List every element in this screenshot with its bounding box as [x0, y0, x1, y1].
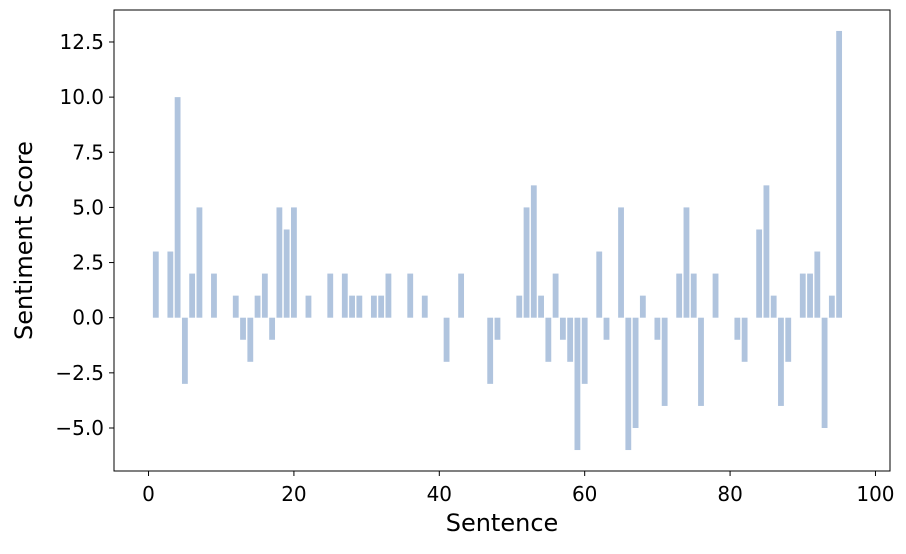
bar	[698, 317, 704, 406]
y-tick-label: 5.0	[72, 195, 104, 219]
bar	[603, 317, 610, 340]
bar	[261, 273, 268, 318]
bar	[181, 317, 188, 384]
x-axis-title: Sentence	[446, 509, 559, 537]
x-tick-label: 0	[142, 482, 155, 506]
bar	[174, 97, 181, 318]
y-tick-label: 10.0	[59, 85, 104, 109]
bar	[494, 317, 501, 340]
y-axis: −5.0 −2.5 0.0 2.5 5.0 7.5 10.0 12.5	[55, 30, 114, 440]
bar	[632, 317, 639, 428]
bar	[821, 317, 828, 428]
y-tick-label: 12.5	[59, 30, 104, 54]
x-tick-label: 100	[856, 482, 894, 506]
bar	[232, 295, 239, 318]
bar	[421, 295, 428, 318]
bar	[530, 185, 537, 318]
bar	[385, 273, 392, 318]
bar	[559, 317, 566, 340]
bar	[283, 229, 290, 318]
bar	[269, 317, 276, 340]
bar	[152, 251, 159, 318]
y-tick-label: 7.5	[72, 140, 104, 164]
bar	[763, 185, 770, 318]
bar	[581, 317, 588, 384]
bar	[625, 317, 632, 451]
bar	[356, 295, 363, 318]
bar	[516, 295, 523, 318]
bar	[756, 229, 763, 318]
bar	[305, 295, 312, 318]
bar	[349, 295, 355, 318]
bar	[567, 317, 574, 362]
bar	[785, 317, 792, 362]
bar	[778, 317, 784, 406]
x-axis: 0 20 40 60 80 100	[142, 471, 895, 506]
bar	[734, 317, 741, 340]
y-axis-title: Sentiment Score	[10, 141, 38, 340]
x-tick-label: 60	[572, 482, 597, 506]
bar	[211, 273, 217, 318]
bar	[799, 273, 806, 318]
bar	[770, 295, 777, 318]
x-tick-label: 20	[281, 482, 306, 506]
bar	[574, 317, 581, 451]
bar	[443, 317, 450, 362]
bar	[291, 207, 297, 318]
bar	[167, 251, 174, 318]
x-tick-label: 40	[427, 482, 452, 506]
y-tick-label: −5.0	[55, 416, 104, 440]
bar	[814, 251, 821, 318]
bar	[807, 273, 813, 318]
bar	[654, 317, 661, 340]
y-tick-label: 2.5	[72, 251, 104, 275]
bar	[370, 295, 377, 318]
bar	[378, 295, 385, 318]
bar	[618, 207, 624, 318]
bar	[254, 295, 261, 318]
bar	[712, 273, 719, 318]
bar	[676, 273, 683, 318]
bars-layer	[152, 30, 843, 451]
bar	[189, 273, 196, 318]
bar	[596, 251, 603, 318]
bar	[690, 273, 697, 318]
plot-frame	[113, 9, 891, 472]
bar	[552, 273, 559, 318]
bar	[741, 317, 748, 362]
x-tick-label: 80	[717, 482, 742, 506]
bar	[487, 317, 494, 384]
bar	[196, 207, 203, 318]
y-tick-label: 0.0	[72, 306, 104, 330]
bar	[247, 317, 254, 362]
bar	[276, 207, 283, 318]
bar	[545, 317, 552, 362]
bar	[683, 207, 690, 318]
bar	[538, 295, 544, 318]
bar	[458, 273, 465, 318]
bar	[639, 295, 646, 318]
bar	[523, 207, 530, 318]
bar	[836, 30, 843, 318]
bar	[240, 317, 246, 340]
bar	[661, 317, 668, 406]
bar	[341, 273, 348, 318]
y-tick-label: −2.5	[55, 361, 104, 385]
bar	[828, 295, 835, 318]
bar	[327, 273, 334, 318]
bar	[407, 273, 414, 318]
